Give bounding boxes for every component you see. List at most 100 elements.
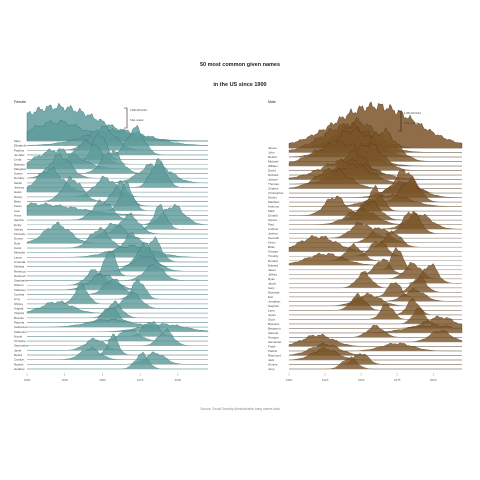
- female-name-label: Heather: [14, 367, 25, 371]
- male-name-label: Steven: [268, 218, 278, 222]
- male-name-label: Scott: [268, 317, 275, 321]
- female-name-label: Anna: [14, 213, 21, 217]
- male-name-label: Christopher: [268, 191, 284, 195]
- male-name-label: Jeffrey: [268, 272, 277, 276]
- female-x-tick-label: 2000: [174, 378, 181, 382]
- male-name-label: Alexander: [268, 340, 282, 344]
- female-name-label: Laura: [14, 255, 22, 259]
- female-name-label: Helen: [14, 190, 22, 194]
- female-name-label: Jennifer: [14, 153, 25, 157]
- female-scale-bracket: [124, 108, 127, 128]
- female-name-label: Carolyn: [14, 358, 25, 362]
- male-name-label: John: [268, 151, 275, 155]
- male-name-label: Michael: [268, 160, 279, 164]
- male-x-tick-label: 1975: [394, 378, 401, 382]
- female-name-label: Rebecca: [14, 269, 26, 273]
- female-name-label: Stephanie: [14, 279, 28, 283]
- male-name-label: Jacob: [268, 281, 276, 285]
- female-name-label: Ruth: [14, 241, 21, 245]
- female-name-label: Sharon: [14, 283, 24, 287]
- male-name-label: Raymond: [268, 353, 281, 357]
- male-name-label: Brandon: [268, 322, 280, 326]
- male-name-label: Edward: [268, 263, 279, 267]
- male-name-label: Richard: [268, 173, 279, 177]
- female-name-label: Catherine: [14, 325, 27, 329]
- male-name-label: Joseph: [268, 178, 278, 182]
- female-name-label: Ashley: [14, 227, 24, 231]
- female-name-label: Christine: [14, 339, 26, 343]
- female-name-label: Elizabeth: [14, 144, 27, 148]
- male-name-label: Eric: [268, 295, 274, 299]
- female-name-label: Dorothy: [14, 176, 25, 180]
- female-name-label: Carol: [14, 246, 22, 250]
- female-name-label: Jessica: [14, 186, 24, 190]
- female-name-label: Betty: [14, 199, 21, 203]
- male-name-label: Jonathan: [268, 299, 281, 303]
- male-name-label: Anthony: [268, 205, 280, 209]
- male-name-label: Paul: [268, 223, 274, 227]
- female-name-label: Lisa: [14, 209, 20, 213]
- male-name-label: Charles: [268, 187, 279, 191]
- female-x-tick-label: 1900: [24, 378, 31, 382]
- female-name-label: Nicole: [14, 334, 23, 338]
- male-name-label: Kevin: [268, 241, 276, 245]
- male-x-tick-label: 2000: [430, 378, 437, 382]
- female-name-label: Samantha: [14, 344, 28, 348]
- female-name-label: Amy: [14, 297, 21, 301]
- male-name-label: Dennis: [268, 362, 278, 366]
- male-name-label: Brian: [268, 245, 275, 249]
- female-annotation: 2,000,000 births: [130, 109, 148, 112]
- male-name-label: Matthew: [268, 200, 280, 204]
- female-name-label: Mary: [14, 139, 21, 143]
- male-annotation: 4,000,000 births: [404, 112, 422, 115]
- male-x-tick-label: 1925: [322, 378, 329, 382]
- female-name-label: Susan: [14, 172, 23, 176]
- female-name-label: Shirley: [14, 302, 24, 306]
- female-name-label: Debra: [14, 353, 23, 357]
- male-name-label: Stephen: [268, 304, 280, 308]
- female-x-tick-label: 1975: [137, 378, 144, 382]
- male-ridge-stephen: [289, 293, 462, 306]
- male-panel-title: Male: [268, 100, 276, 104]
- female-name-label: Sarah: [14, 181, 22, 185]
- male-name-label: Donald: [268, 214, 278, 218]
- female-name-label: Cynthia: [14, 293, 25, 297]
- female-name-label: Karen: [14, 204, 22, 208]
- female-name-label: Nancy: [14, 195, 23, 199]
- female-name-label: Janet: [14, 348, 22, 352]
- male-name-label: Kenneth: [268, 236, 280, 240]
- female-name-label: Kathleen: [14, 288, 26, 292]
- male-name-label: Samuel: [268, 331, 279, 335]
- female-x-tick-label: 1950: [99, 378, 106, 382]
- male-name-label: Andrew: [268, 227, 279, 231]
- male-x-tick-label: 1900: [286, 378, 293, 382]
- female-name-label: Virginia: [14, 311, 24, 315]
- female-name-label: Katherine: [14, 330, 27, 334]
- male-name-label: Robert: [268, 155, 277, 159]
- female-name-label: Margaret: [14, 167, 26, 171]
- female-name-label: Donna: [14, 237, 23, 241]
- male-name-label: Jason: [268, 268, 276, 272]
- male-name-label: Mark: [268, 209, 275, 213]
- male-name-label: Nicholas: [268, 290, 280, 294]
- male-name-label: Gary: [268, 286, 275, 290]
- female-annotation: Total, scaled: [130, 119, 144, 122]
- female-name-label: Melissa: [14, 265, 25, 269]
- male-annotation: Total, scaled: [404, 122, 418, 125]
- female-x-tick-label: 1925: [61, 378, 68, 382]
- female-name-label: Rachel: [14, 362, 24, 366]
- female-name-label: Michelle: [14, 251, 25, 255]
- female-name-label: Pamela: [14, 320, 25, 324]
- male-name-label: Jerry: [268, 367, 275, 371]
- female-name-label: Patricia: [14, 148, 24, 152]
- female-name-label: Kimberly: [14, 232, 26, 236]
- male-name-label: Daniel: [268, 196, 277, 200]
- caption: Source: Social Security Administration b…: [0, 407, 480, 411]
- female-name-label: Amanda: [14, 260, 26, 264]
- male-name-label: George: [268, 250, 278, 254]
- female-name-label: Barbara: [14, 162, 25, 166]
- female-panel-title: Female: [14, 100, 26, 104]
- male-name-label: Benjamin: [268, 326, 281, 330]
- male-name-label: James: [268, 146, 277, 150]
